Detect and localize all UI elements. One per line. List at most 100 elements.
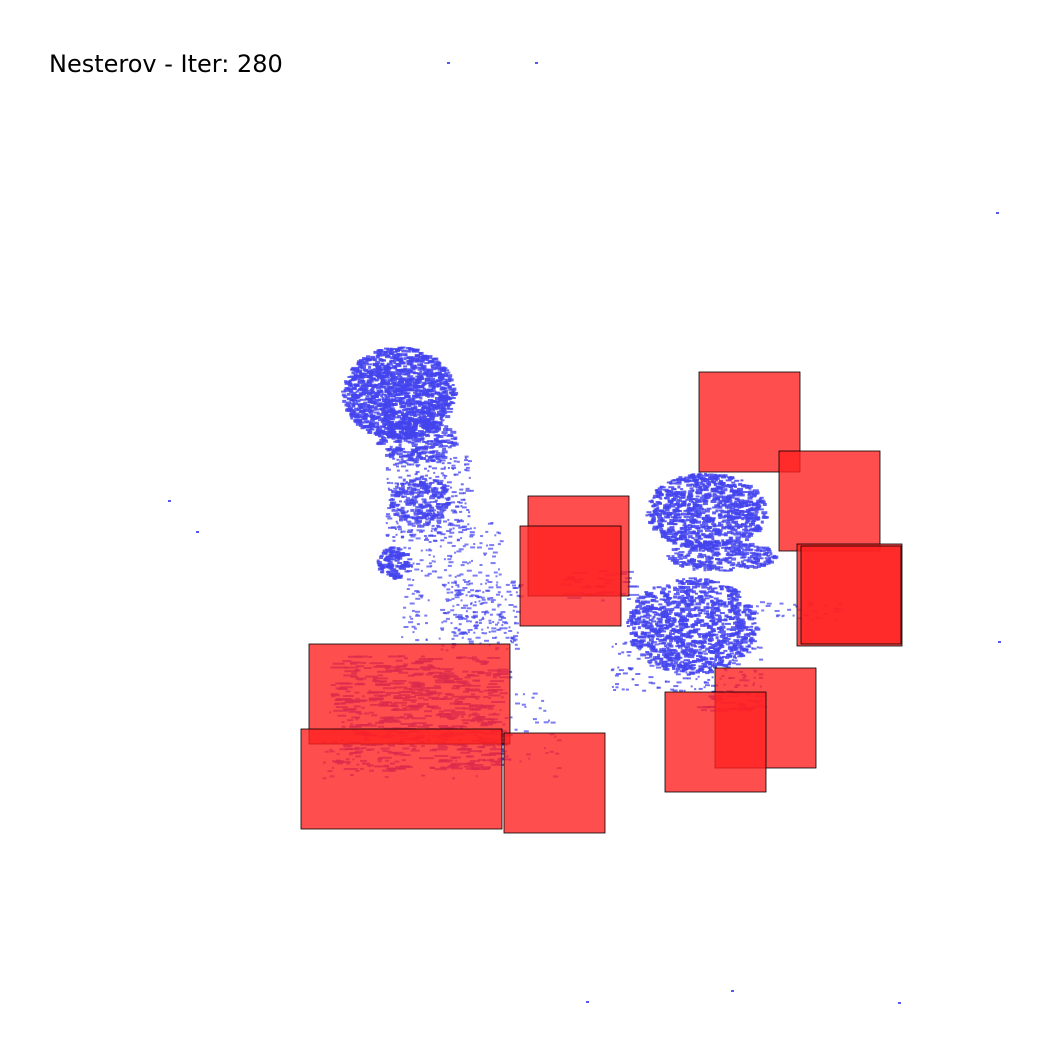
standard-cell bbox=[424, 490, 429, 494]
standard-cell bbox=[622, 642, 627, 645]
standard-cell bbox=[698, 548, 702, 552]
standard-cell bbox=[498, 532, 501, 535]
standard-cell bbox=[658, 524, 664, 528]
standard-cell bbox=[402, 510, 406, 513]
standard-cell bbox=[754, 510, 759, 514]
standard-cell bbox=[427, 443, 432, 445]
standard-cell bbox=[356, 389, 361, 392]
standard-cell bbox=[703, 639, 707, 643]
standard-cell bbox=[723, 499, 730, 503]
standard-cell bbox=[388, 526, 392, 529]
standard-cell bbox=[736, 602, 742, 604]
standard-cell bbox=[400, 536, 404, 539]
standard-cell bbox=[516, 594, 520, 597]
standard-cell bbox=[404, 595, 409, 598]
standard-cell bbox=[460, 564, 465, 567]
standard-cell bbox=[381, 375, 387, 379]
standard-cell bbox=[664, 636, 671, 640]
standard-cell bbox=[722, 491, 726, 495]
standard-cell bbox=[502, 621, 508, 624]
standard-cell bbox=[704, 540, 707, 543]
standard-cell bbox=[704, 541, 709, 545]
standard-cell bbox=[394, 555, 398, 558]
standard-cell bbox=[751, 647, 754, 650]
standard-cell bbox=[664, 667, 670, 671]
standard-cell bbox=[658, 661, 664, 665]
standard-cell bbox=[713, 663, 719, 667]
standard-cell bbox=[702, 671, 707, 674]
standard-cell bbox=[409, 531, 413, 533]
standard-cell bbox=[703, 612, 707, 615]
standard-cell bbox=[488, 547, 494, 550]
standard-cell bbox=[690, 626, 695, 629]
standard-cell bbox=[721, 495, 727, 499]
standard-cell bbox=[498, 628, 502, 631]
standard-cell bbox=[674, 612, 678, 616]
standard-cell bbox=[444, 397, 451, 401]
standard-cell bbox=[403, 415, 407, 418]
standard-cell bbox=[721, 633, 726, 637]
standard-cell bbox=[681, 666, 686, 669]
standard-cell bbox=[666, 624, 671, 627]
standard-cell bbox=[708, 480, 714, 483]
standard-cell bbox=[729, 652, 734, 655]
standard-cell bbox=[455, 524, 461, 527]
standard-cell bbox=[346, 401, 351, 405]
standard-cell bbox=[385, 381, 390, 385]
standard-cell bbox=[707, 516, 712, 520]
standard-cell bbox=[740, 639, 744, 642]
standard-cell bbox=[428, 430, 435, 434]
standard-cell bbox=[436, 380, 441, 382]
standard-cell bbox=[660, 520, 667, 523]
standard-cell bbox=[640, 653, 647, 657]
standard-cell bbox=[401, 465, 406, 468]
standard-cell bbox=[424, 417, 429, 421]
standard-cell bbox=[658, 510, 665, 513]
standard-cell bbox=[681, 633, 686, 636]
standard-cell bbox=[750, 506, 754, 510]
standard-cell bbox=[420, 596, 423, 599]
standard-cell bbox=[671, 487, 677, 490]
standard-cell bbox=[648, 634, 655, 638]
standard-cell bbox=[389, 551, 395, 554]
standard-cell bbox=[431, 387, 436, 391]
standard-cell bbox=[417, 363, 424, 367]
standard-cell bbox=[738, 545, 742, 549]
standard-cell bbox=[369, 423, 376, 426]
standard-cell bbox=[433, 471, 436, 474]
standard-cell bbox=[379, 413, 384, 416]
standard-cell bbox=[708, 650, 715, 653]
standard-cell bbox=[419, 456, 422, 459]
standard-cell bbox=[470, 589, 475, 592]
standard-cell bbox=[709, 566, 712, 569]
standard-cell bbox=[472, 614, 478, 617]
standard-cell bbox=[449, 444, 456, 447]
standard-cell bbox=[373, 358, 378, 362]
standard-cell bbox=[414, 419, 418, 422]
standard-cell bbox=[659, 660, 664, 662]
standard-cell bbox=[692, 548, 699, 552]
standard-cell bbox=[440, 608, 446, 611]
standard-cell bbox=[443, 434, 447, 437]
standard-cell bbox=[663, 504, 667, 508]
standard-cell bbox=[378, 432, 385, 435]
standard-cell bbox=[660, 590, 665, 594]
standard-cell bbox=[404, 563, 411, 567]
standard-cell bbox=[696, 516, 702, 519]
standard-cell bbox=[691, 537, 695, 539]
standard-cell bbox=[413, 364, 417, 368]
standard-cell bbox=[369, 379, 374, 383]
standard-cell bbox=[700, 511, 706, 515]
standard-cell bbox=[434, 401, 438, 404]
standard-cell bbox=[378, 434, 384, 438]
standard-cell bbox=[618, 669, 624, 672]
standard-cell bbox=[362, 382, 368, 386]
standard-cell bbox=[397, 548, 403, 551]
standard-cell bbox=[453, 460, 457, 463]
standard-cell bbox=[455, 626, 458, 629]
standard-cell bbox=[514, 643, 518, 646]
standard-cell bbox=[748, 616, 752, 620]
standard-cell bbox=[703, 657, 708, 660]
standard-cell bbox=[394, 503, 401, 506]
standard-cell bbox=[439, 422, 443, 425]
